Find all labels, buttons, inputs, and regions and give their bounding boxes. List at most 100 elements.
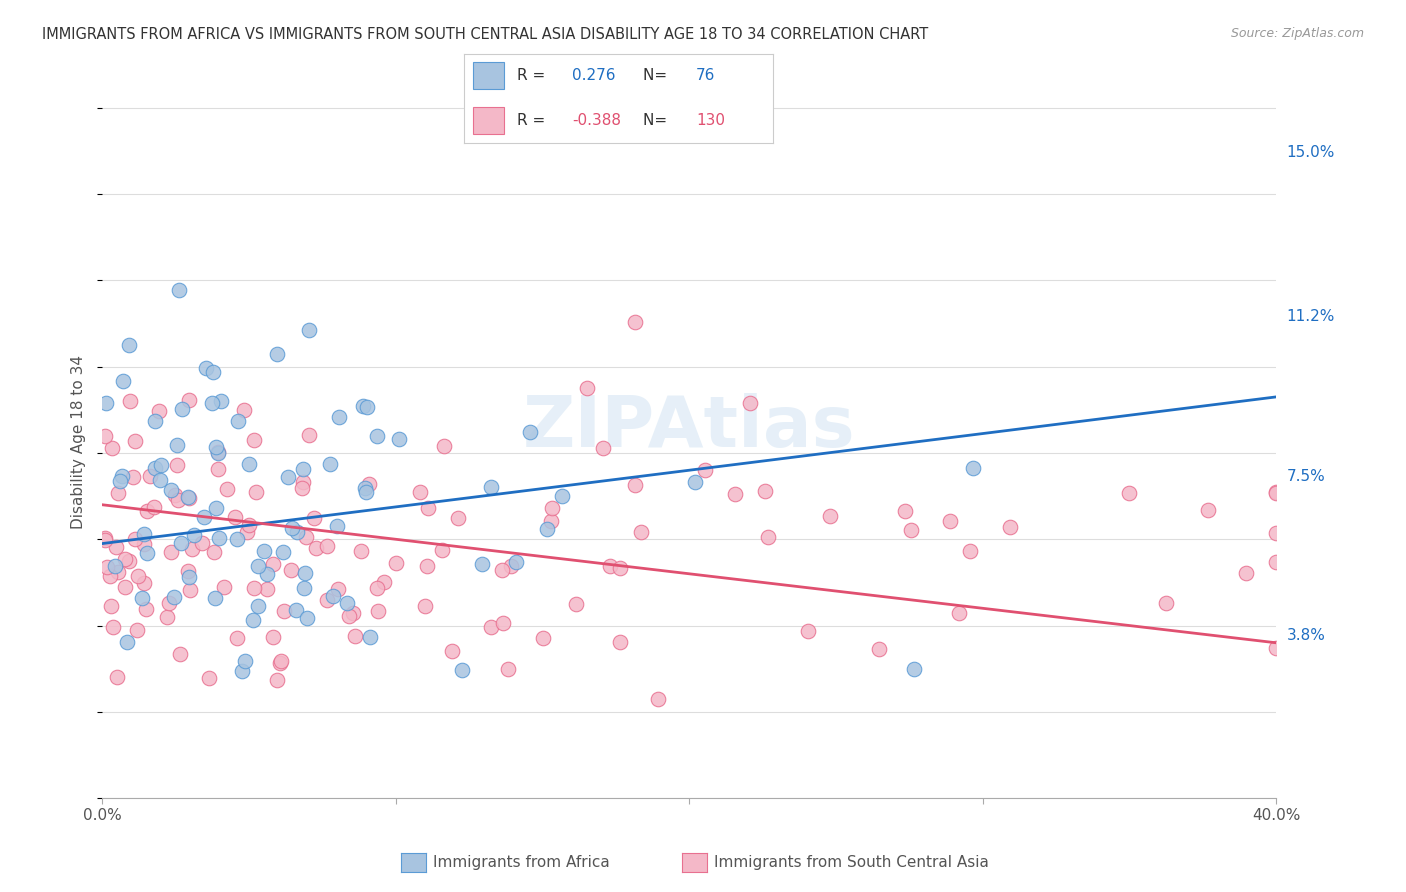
Point <box>959 544 981 558</box>
Point <box>253 544 276 558</box>
Point <box>224 510 246 524</box>
Point <box>298 323 321 337</box>
Point <box>373 575 395 590</box>
Point <box>238 518 260 533</box>
Point <box>132 527 155 541</box>
Point <box>111 469 134 483</box>
Point <box>416 558 439 573</box>
Point <box>413 599 436 613</box>
Point <box>135 601 157 615</box>
Point <box>350 543 373 558</box>
Point <box>818 508 841 523</box>
Text: -0.388: -0.388 <box>572 113 621 128</box>
Point <box>207 462 229 476</box>
Point <box>205 440 228 454</box>
Point <box>479 480 502 494</box>
Point <box>202 365 225 379</box>
Point <box>262 558 284 572</box>
Point <box>491 563 513 577</box>
Point <box>114 580 136 594</box>
Point <box>366 428 388 442</box>
Point <box>208 531 231 545</box>
Point <box>1234 566 1257 580</box>
Point <box>176 564 198 578</box>
Point <box>226 414 249 428</box>
Point <box>796 624 818 639</box>
Point <box>198 671 221 685</box>
Point <box>150 458 173 473</box>
Point <box>94 429 117 443</box>
Text: R =: R = <box>516 113 550 128</box>
Point <box>343 629 366 643</box>
Point <box>540 515 562 529</box>
Point <box>756 530 779 544</box>
Point <box>246 559 269 574</box>
Point <box>108 475 131 489</box>
Point <box>179 491 201 506</box>
Point <box>326 519 349 533</box>
Point <box>205 501 228 516</box>
Point <box>124 532 146 546</box>
Point <box>367 604 389 618</box>
Point <box>191 536 214 550</box>
Point <box>118 393 141 408</box>
FancyBboxPatch shape <box>474 62 505 89</box>
Point <box>281 521 304 535</box>
Point <box>94 396 117 410</box>
Point <box>212 580 235 594</box>
Point <box>450 663 472 677</box>
Point <box>143 461 166 475</box>
Point <box>233 402 256 417</box>
Point <box>540 500 562 515</box>
Point <box>630 524 652 539</box>
Point <box>285 525 308 540</box>
Point <box>262 630 284 644</box>
Point <box>163 487 186 501</box>
Point <box>366 581 388 595</box>
Point <box>948 606 970 620</box>
Point <box>233 654 256 668</box>
Point <box>385 556 408 570</box>
Point <box>337 608 360 623</box>
Point <box>273 604 295 618</box>
Point <box>167 283 190 297</box>
Point <box>536 522 558 536</box>
Point <box>316 593 339 607</box>
Point <box>124 434 146 448</box>
Point <box>359 630 381 644</box>
Point <box>169 535 191 549</box>
Text: N=: N= <box>644 69 672 83</box>
Point <box>105 670 128 684</box>
Point <box>193 510 215 524</box>
Point <box>647 692 669 706</box>
Point <box>754 484 776 499</box>
Text: 130: 130 <box>696 113 725 128</box>
Point <box>342 606 364 620</box>
Point <box>172 401 194 416</box>
Text: 0.276: 0.276 <box>572 69 616 83</box>
Point <box>447 511 470 525</box>
Point <box>273 545 295 559</box>
Point <box>387 432 409 446</box>
Point <box>1265 525 1288 540</box>
Point <box>894 504 917 518</box>
Point <box>245 484 267 499</box>
Point <box>302 511 325 525</box>
Point <box>962 461 984 475</box>
Point <box>209 394 232 409</box>
Point <box>207 444 229 458</box>
Text: ZIPAtlas: ZIPAtlas <box>523 393 855 462</box>
Point <box>157 596 180 610</box>
Point <box>609 635 631 649</box>
Point <box>134 537 156 551</box>
Point <box>117 337 139 351</box>
Point <box>177 490 200 504</box>
Point <box>177 569 200 583</box>
Point <box>328 582 350 597</box>
Point <box>105 540 128 554</box>
Point <box>295 611 318 625</box>
Point <box>298 428 321 442</box>
Point <box>531 631 554 645</box>
Point <box>201 395 224 409</box>
Point <box>118 554 141 568</box>
